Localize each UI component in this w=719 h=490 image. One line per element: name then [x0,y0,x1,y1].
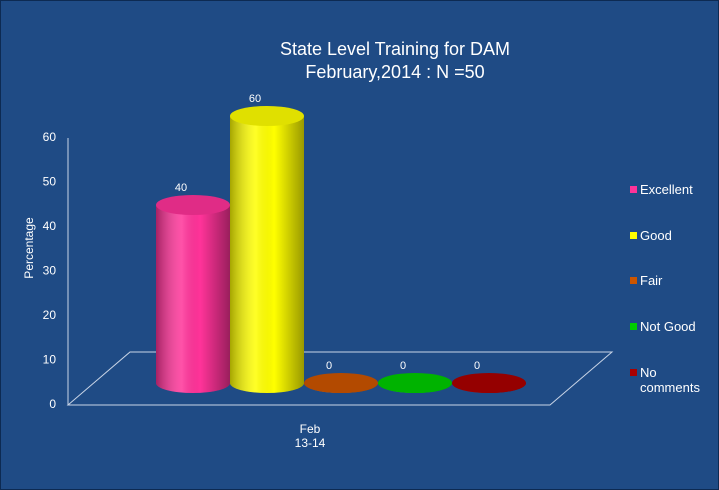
bar-top [230,106,304,126]
value-label: 0 [326,360,332,372]
legend-label: Fair [640,273,663,288]
bar-top [156,195,230,215]
y-tick-label: 0 [49,397,56,411]
legend-label: Excellent [640,182,693,197]
legend-item: Not Good [630,319,700,334]
y-tick-label: 60 [43,130,57,144]
chart-title: State Level Training for DAM [280,39,510,59]
bar-shade [230,116,304,393]
bar-top-shade [304,373,378,393]
y-tick-label: 50 [43,175,57,189]
y-tick-label: 10 [43,353,57,367]
bar-top-shade [156,195,230,215]
legend-swatch [630,186,637,193]
value-label: 40 [175,182,187,194]
chart-subtitle: February,2014 : N =50 [305,62,484,82]
legend-item: Fair [630,273,700,288]
legend-swatch [630,277,637,284]
bar-top [304,373,378,393]
legend-item: Good [630,228,700,243]
bar-top [378,373,452,393]
floor [66,351,614,406]
legend-label: Good [640,228,672,243]
legend-label: No comments [640,365,700,395]
legend-item: Excellent [630,182,700,197]
bar-top-shade [378,373,452,393]
bar-top-shade [230,106,304,126]
bar-top-shade [452,373,526,393]
legend-swatch [630,323,637,330]
y-tick-label: 30 [43,264,57,278]
y-axis-label: Percentage [22,217,36,279]
value-label: 60 [249,93,261,105]
y-tick-label: 20 [43,308,57,322]
bar-top [452,373,526,393]
legend-swatch [630,369,637,376]
legend-swatch [630,232,637,239]
value-label: 0 [474,360,480,372]
value-label: 0 [400,360,406,372]
legend-label: Not Good [640,319,696,334]
bar-shade [156,205,230,393]
x-tick-label: Feb 13-14 [294,422,326,450]
legend-item: No comments [630,365,700,395]
y-tick-label: 40 [43,219,57,233]
